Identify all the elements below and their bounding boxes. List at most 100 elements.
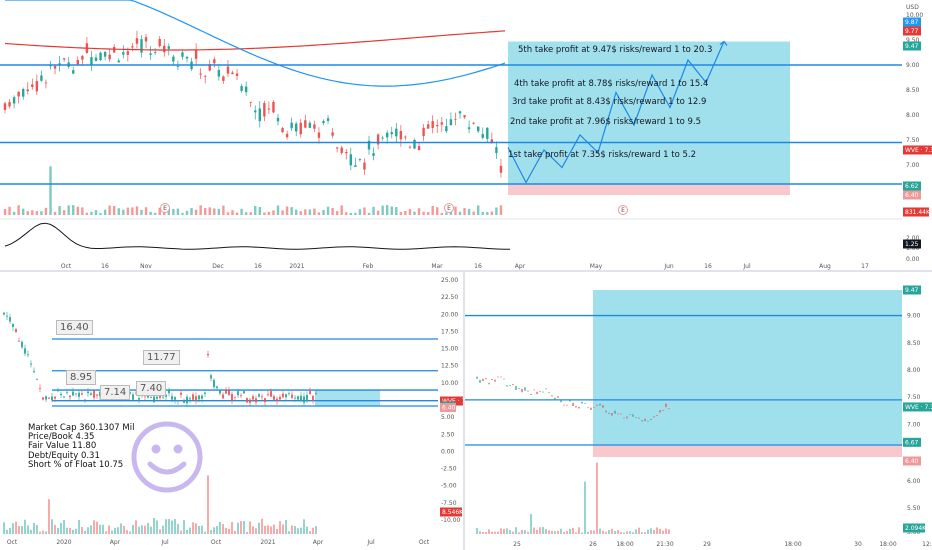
top-chart-pane[interactable]: 10.009.509.008.508.007.507.00USD2.001.00…: [0, 0, 932, 270]
pane-divider-vertical[interactable]: [463, 272, 465, 550]
candle-body: [163, 45, 166, 53]
volume-bar: [158, 207, 161, 215]
bl-volume-bar: [168, 519, 170, 534]
bl-price-label: 12.50: [441, 363, 458, 370]
volume-bar: [35, 211, 39, 215]
top-price-badge-bg: [903, 41, 921, 51]
br-candle: [647, 420, 649, 422]
projection-arrow-icon: [719, 40, 728, 46]
bl-volume-bar: [33, 522, 35, 534]
volume-bar: [26, 211, 29, 215]
br-volume-bar: [611, 528, 613, 534]
bl-volume-bar: [111, 530, 113, 534]
br-volume-bar: [488, 529, 490, 534]
top-price-label: 9.50: [906, 37, 920, 44]
br-candle: [551, 395, 553, 397]
top-indicator-label: 0.00: [906, 256, 920, 263]
volume-bar: [331, 207, 334, 215]
top-price-badge: 9.77: [905, 28, 919, 35]
br-volume-bar: [542, 527, 544, 534]
volume-bar: [235, 212, 239, 215]
candle-body: [231, 72, 234, 75]
stat-short-float: Short % of Float 10.75: [28, 459, 124, 470]
br-date-label: 25: [513, 541, 521, 548]
volume-bar: [490, 211, 494, 215]
bl-volume-bar: [255, 528, 257, 534]
br-candle: [515, 385, 517, 391]
volume-bar: [49, 166, 52, 215]
bl-volume-bar: [186, 530, 188, 534]
top-date-label: Nov: [140, 263, 152, 270]
bl-candle-body: [60, 393, 62, 395]
top-price-chart[interactable]: 10.009.509.008.508.007.507.00USD2.001.00…: [0, 0, 932, 270]
bottom-right-chart-pane[interactable]: 9.008.508.007.507.006.005.505.009.47WVE …: [465, 272, 932, 550]
volume-bar: [372, 206, 375, 215]
bl-volume-bar: [153, 518, 155, 534]
bottom-left-chart-pane[interactable]: 25.0022.5020.0017.5015.0012.5010.007.505…: [0, 272, 463, 550]
br-date-label: 30: [854, 541, 862, 548]
pane-divider-horizontal[interactable]: [0, 270, 932, 272]
bl-price-badge-bg: [440, 507, 462, 517]
candle-body: [486, 127, 489, 139]
top-price-label: 8.50: [906, 87, 920, 94]
candle-body: [244, 86, 248, 93]
candle-body: [12, 97, 16, 104]
top-price-badge-bg: [903, 26, 921, 36]
candle-body: [126, 51, 130, 55]
volume-bar: [72, 205, 75, 215]
bl-volume-bar: [174, 519, 176, 534]
bl-volume-bar: [93, 520, 95, 534]
br-target-zone: [593, 290, 902, 446]
bl-price-label: 15.00: [441, 346, 458, 353]
candle-body: [390, 132, 393, 135]
bl-price-label: 20.00: [441, 311, 458, 318]
br-volume-bar: [629, 531, 631, 534]
bl-volume-bar: [123, 525, 125, 534]
volume-bar: [472, 211, 475, 215]
bl-candle-body: [57, 390, 59, 392]
top-price-badge-bg: [903, 181, 921, 191]
br-volume-bar: [533, 527, 535, 534]
bl-volume-bar: [66, 527, 68, 534]
volume-bar: [386, 205, 389, 215]
take-profit-annotation: 5th take profit at 9.47$ risks/reward 1 …: [518, 45, 712, 55]
br-candle: [476, 376, 478, 379]
level-box-16: 16.40: [56, 320, 93, 335]
volume-bar: [103, 209, 107, 215]
br-price-badge: WVE · 7.32: [905, 404, 932, 411]
top-date-label: 16: [704, 263, 712, 270]
bottom-left-price-chart[interactable]: 25.0022.5020.0017.5015.0012.5010.007.505…: [0, 272, 463, 550]
br-candle: [623, 417, 625, 419]
bl-candle-body: [198, 395, 200, 400]
volume-bar: [44, 207, 48, 215]
br-candle: [587, 407, 589, 409]
br-volume-bar: [482, 531, 484, 534]
volume-bar: [240, 208, 243, 215]
br-price-badge: 6.40: [905, 458, 919, 465]
top-price-badge: WVE · 7.35: [905, 147, 932, 154]
bl-candle-body: [279, 396, 281, 400]
br-candle: [545, 388, 547, 390]
br-candle: [644, 418, 646, 422]
candle-body: [22, 88, 25, 97]
br-volume-bar: [554, 531, 556, 534]
top-date-label: 16: [101, 263, 109, 270]
bl-volume-bar: [108, 525, 110, 534]
br-candle: [665, 403, 667, 408]
br-candle: [488, 382, 490, 385]
bl-candle-body: [243, 391, 245, 394]
bl-volume-bar: [276, 529, 278, 534]
candle-body: [213, 59, 216, 64]
br-candle: [563, 404, 565, 406]
volume-bar: [167, 208, 170, 215]
candle-body: [35, 81, 39, 92]
candle-body: [8, 102, 11, 107]
bl-candle-body: [45, 396, 47, 400]
bottom-right-price-chart[interactable]: 9.008.508.007.507.006.005.505.009.47WVE …: [465, 272, 932, 550]
br-volume-bar: [638, 527, 640, 534]
bl-candle-body: [33, 371, 35, 373]
candle-body: [81, 56, 84, 60]
bl-volume-bar: [24, 519, 26, 534]
bl-candle-body: [3, 312, 5, 315]
bl-candle-body: [21, 341, 23, 348]
